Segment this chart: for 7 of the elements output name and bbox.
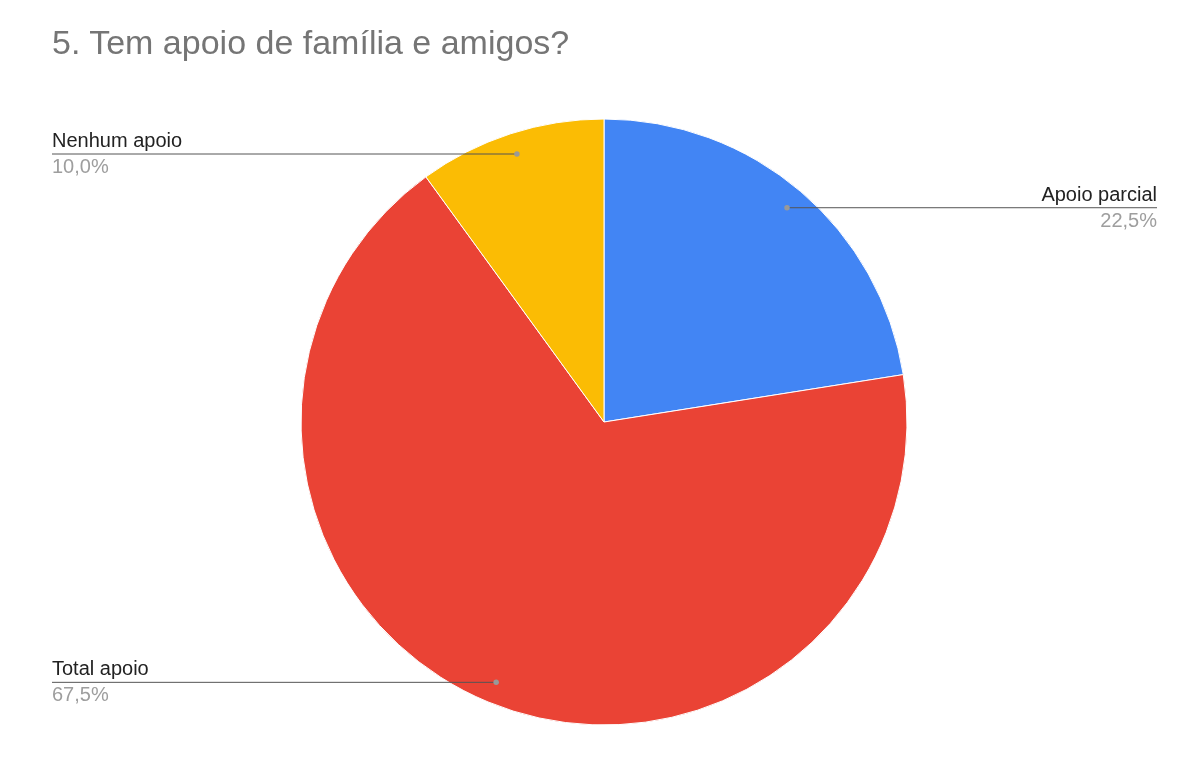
chart-title: 5. Tem apoio de família e amigos?: [52, 23, 570, 61]
data-label: 10,0%: [52, 155, 109, 177]
data-label: 22,5%: [1100, 208, 1158, 231]
slice-label: Apoio parcial: [1041, 182, 1157, 205]
slice-label: Nenhum apoio: [52, 129, 183, 151]
slice-label: Total apoio: [52, 657, 149, 680]
data-label: 67,5%: [52, 683, 109, 706]
